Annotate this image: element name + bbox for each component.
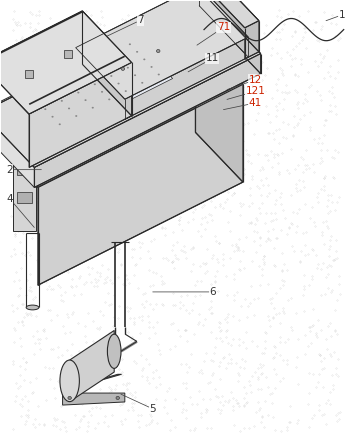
Polygon shape <box>0 18 261 187</box>
Polygon shape <box>15 39 173 139</box>
Polygon shape <box>13 129 36 231</box>
Ellipse shape <box>59 124 61 125</box>
Text: 11: 11 <box>188 54 219 72</box>
FancyBboxPatch shape <box>17 164 32 175</box>
Ellipse shape <box>151 66 153 68</box>
Polygon shape <box>125 37 248 119</box>
Text: 71: 71 <box>197 22 230 45</box>
Polygon shape <box>29 62 132 167</box>
Polygon shape <box>66 374 122 389</box>
FancyBboxPatch shape <box>64 50 72 58</box>
Text: 121: 121 <box>227 87 265 99</box>
Text: 12: 12 <box>227 75 262 90</box>
Text: 5: 5 <box>121 394 156 414</box>
Ellipse shape <box>103 67 105 69</box>
Polygon shape <box>0 11 132 114</box>
Ellipse shape <box>68 107 70 109</box>
Ellipse shape <box>37 101 39 103</box>
Ellipse shape <box>129 43 131 45</box>
Ellipse shape <box>60 360 80 401</box>
Ellipse shape <box>127 67 129 69</box>
Ellipse shape <box>61 100 63 102</box>
Ellipse shape <box>125 90 127 92</box>
Ellipse shape <box>84 99 87 101</box>
Polygon shape <box>0 34 243 187</box>
Ellipse shape <box>96 60 98 62</box>
Ellipse shape <box>63 77 65 78</box>
Polygon shape <box>34 54 261 187</box>
Polygon shape <box>195 34 243 182</box>
Ellipse shape <box>141 82 143 84</box>
Ellipse shape <box>112 52 114 54</box>
Ellipse shape <box>158 74 160 75</box>
Ellipse shape <box>108 99 110 100</box>
Ellipse shape <box>70 84 72 86</box>
Ellipse shape <box>51 116 54 118</box>
FancyBboxPatch shape <box>25 70 33 78</box>
Ellipse shape <box>44 108 47 110</box>
Polygon shape <box>210 0 259 52</box>
Polygon shape <box>208 0 261 74</box>
Ellipse shape <box>143 58 146 60</box>
Ellipse shape <box>110 75 113 77</box>
FancyBboxPatch shape <box>17 192 32 202</box>
Text: 1: 1 <box>326 10 345 21</box>
Ellipse shape <box>116 396 120 400</box>
Polygon shape <box>82 11 132 116</box>
Ellipse shape <box>118 83 120 84</box>
Ellipse shape <box>30 93 32 95</box>
Polygon shape <box>196 0 259 28</box>
Ellipse shape <box>77 92 80 94</box>
Polygon shape <box>199 0 248 57</box>
Ellipse shape <box>108 334 121 368</box>
Polygon shape <box>76 0 248 99</box>
Text: 7: 7 <box>107 15 144 36</box>
Ellipse shape <box>79 68 81 70</box>
Ellipse shape <box>120 59 122 61</box>
Polygon shape <box>62 393 125 405</box>
Text: 41: 41 <box>223 98 262 110</box>
Ellipse shape <box>47 85 48 87</box>
Ellipse shape <box>26 305 39 310</box>
Text: 6: 6 <box>153 287 216 297</box>
Polygon shape <box>70 330 114 401</box>
Ellipse shape <box>94 83 96 85</box>
Ellipse shape <box>121 67 125 70</box>
Polygon shape <box>245 21 259 59</box>
Ellipse shape <box>92 107 94 108</box>
Polygon shape <box>0 0 261 167</box>
Ellipse shape <box>136 51 138 53</box>
Ellipse shape <box>101 91 103 93</box>
Ellipse shape <box>134 74 136 76</box>
Polygon shape <box>38 84 243 285</box>
Ellipse shape <box>157 50 160 53</box>
Ellipse shape <box>87 76 89 78</box>
Ellipse shape <box>75 115 77 117</box>
Text: 2: 2 <box>6 165 42 175</box>
Ellipse shape <box>54 92 56 94</box>
Text: 4: 4 <box>6 194 34 227</box>
Ellipse shape <box>68 396 71 400</box>
